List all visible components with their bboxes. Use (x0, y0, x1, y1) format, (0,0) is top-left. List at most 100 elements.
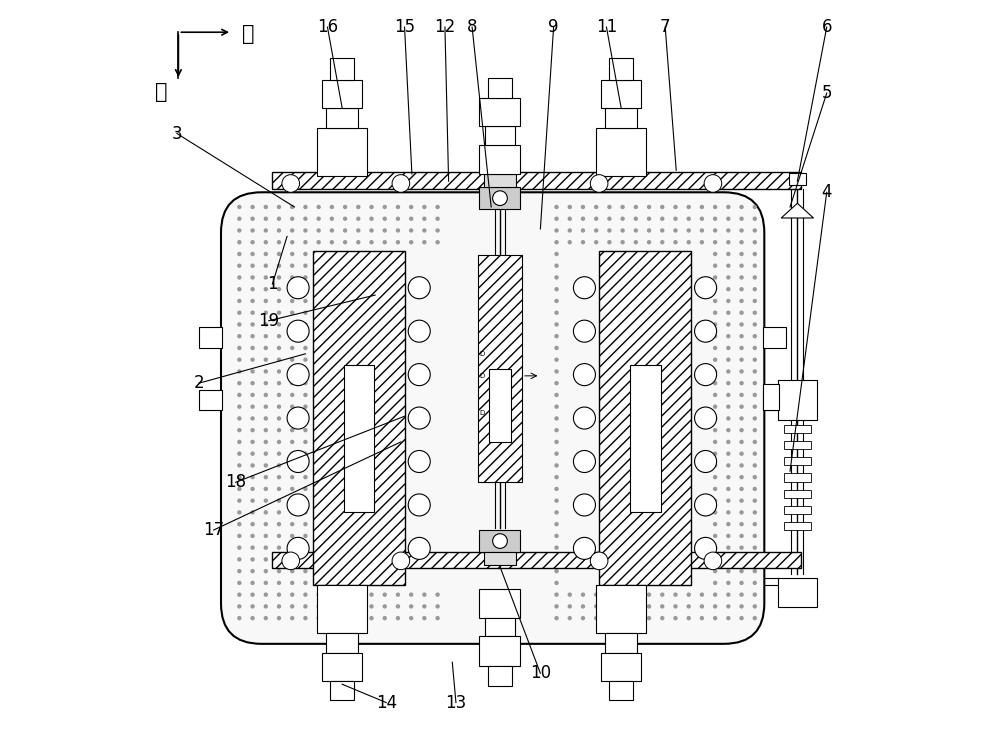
Circle shape (422, 616, 427, 621)
Circle shape (290, 240, 294, 245)
Circle shape (264, 557, 268, 562)
Circle shape (753, 557, 757, 562)
Circle shape (554, 393, 559, 397)
Bar (330, 681, 354, 699)
Circle shape (290, 228, 294, 233)
Text: 10: 10 (530, 664, 551, 682)
Circle shape (573, 407, 595, 429)
Bar (489, 368, 511, 442)
Circle shape (237, 545, 242, 550)
Bar (479, 637, 520, 666)
Text: 3: 3 (172, 125, 182, 142)
Circle shape (726, 464, 731, 467)
Bar (784, 489, 811, 497)
Circle shape (713, 581, 717, 585)
Bar (784, 506, 811, 514)
Circle shape (753, 346, 757, 350)
Circle shape (264, 205, 268, 209)
Circle shape (739, 593, 744, 597)
Circle shape (250, 381, 255, 385)
Circle shape (303, 240, 308, 245)
Circle shape (250, 275, 255, 279)
Circle shape (554, 545, 559, 550)
Bar (313, 251, 405, 585)
Circle shape (237, 405, 242, 409)
Circle shape (250, 357, 255, 362)
Circle shape (290, 381, 294, 385)
Bar (488, 666, 512, 685)
Circle shape (287, 494, 309, 516)
Circle shape (554, 522, 559, 526)
Circle shape (686, 593, 691, 597)
Circle shape (237, 334, 242, 338)
Circle shape (287, 450, 309, 472)
Circle shape (408, 320, 430, 342)
Circle shape (713, 240, 717, 245)
Circle shape (409, 228, 413, 233)
Circle shape (303, 287, 308, 291)
Circle shape (554, 369, 559, 374)
Circle shape (713, 498, 717, 503)
Circle shape (739, 616, 744, 621)
Circle shape (316, 593, 321, 597)
Circle shape (396, 604, 400, 609)
Circle shape (647, 228, 651, 233)
Circle shape (620, 593, 625, 597)
Circle shape (277, 440, 281, 444)
Circle shape (303, 534, 308, 538)
Circle shape (726, 217, 731, 221)
Circle shape (303, 522, 308, 526)
Circle shape (264, 252, 268, 256)
Circle shape (369, 593, 374, 597)
Bar (344, 365, 374, 511)
Circle shape (673, 616, 678, 621)
Text: 15: 15 (394, 18, 415, 36)
Circle shape (316, 205, 321, 209)
Circle shape (713, 593, 717, 597)
Circle shape (277, 264, 281, 268)
Circle shape (290, 310, 294, 315)
Circle shape (264, 322, 268, 326)
Bar (479, 144, 520, 174)
Circle shape (250, 486, 255, 491)
Circle shape (581, 616, 585, 621)
Circle shape (264, 310, 268, 315)
Circle shape (250, 240, 255, 245)
Circle shape (237, 581, 242, 585)
Circle shape (290, 205, 294, 209)
Circle shape (264, 381, 268, 385)
Circle shape (713, 604, 717, 609)
Circle shape (634, 604, 638, 609)
Circle shape (739, 264, 744, 268)
Circle shape (620, 616, 625, 621)
Circle shape (554, 593, 559, 597)
Circle shape (290, 569, 294, 573)
Text: 前: 前 (155, 83, 167, 102)
Circle shape (290, 616, 294, 621)
Circle shape (581, 240, 585, 245)
Circle shape (264, 616, 268, 621)
Circle shape (753, 381, 757, 385)
Text: 12: 12 (434, 18, 456, 36)
Circle shape (739, 545, 744, 550)
Circle shape (250, 510, 255, 514)
Circle shape (290, 522, 294, 526)
Circle shape (303, 416, 308, 421)
Circle shape (343, 593, 347, 597)
Circle shape (383, 240, 387, 245)
Circle shape (726, 298, 731, 303)
Circle shape (753, 498, 757, 503)
Circle shape (396, 228, 400, 233)
Circle shape (290, 428, 294, 433)
Circle shape (435, 205, 440, 209)
Bar (485, 618, 515, 637)
Circle shape (237, 369, 242, 374)
Circle shape (726, 522, 731, 526)
Circle shape (290, 416, 294, 421)
Circle shape (753, 464, 757, 467)
Circle shape (264, 264, 268, 268)
Text: 7: 7 (660, 18, 670, 36)
Circle shape (686, 240, 691, 245)
Circle shape (647, 604, 651, 609)
Circle shape (435, 593, 440, 597)
